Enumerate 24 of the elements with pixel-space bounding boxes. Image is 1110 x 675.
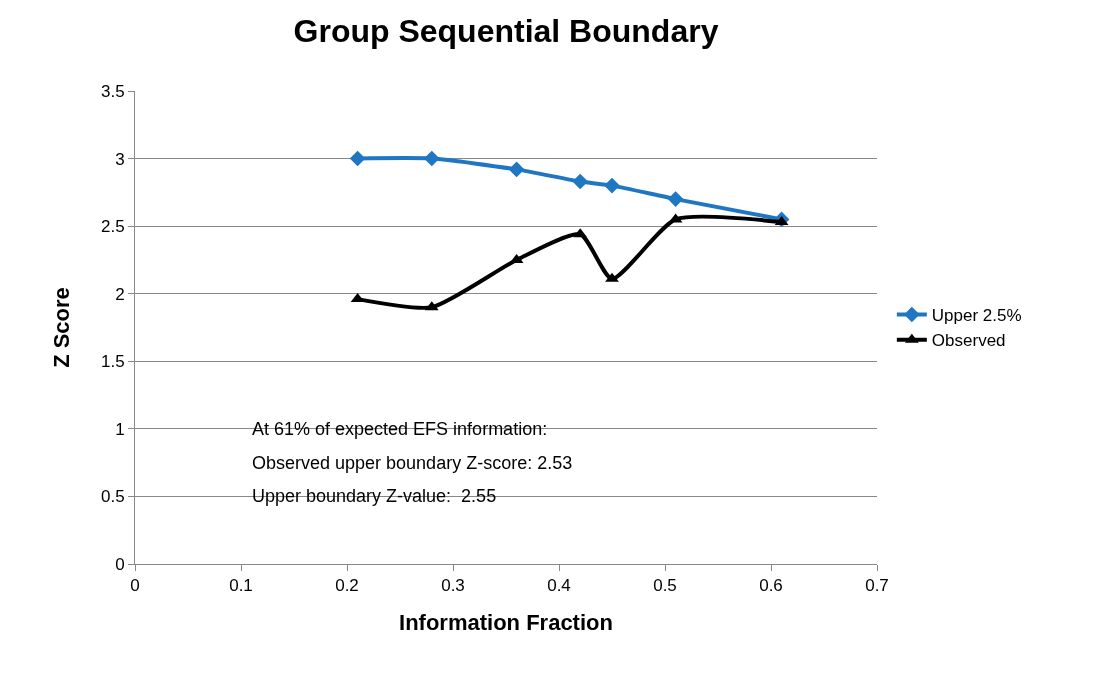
y-tick-label: 3.5 <box>100 81 125 101</box>
y-tick-label: 1 <box>115 419 125 439</box>
x-tick-label: 0.3 <box>441 576 465 596</box>
y-tick-label: 0.5 <box>100 487 125 507</box>
x-tick-label: 0 <box>130 576 140 596</box>
x-tick-label: 0.5 <box>653 576 677 596</box>
y-axis-title: Z Score <box>48 287 74 368</box>
x-tick-label: 0.7 <box>865 576 889 596</box>
chart-title: Group Sequential Boundary <box>293 12 719 49</box>
y-tick-label: 2.5 <box>100 217 125 237</box>
x-tick-label: 0.1 <box>229 576 253 596</box>
y-tick-label: 3 <box>115 149 125 169</box>
x-tick-label: 0.6 <box>759 576 783 596</box>
x-tick-label: 0.2 <box>335 576 359 596</box>
x-tick-label: 0.4 <box>547 576 571 596</box>
y-tick-label: 0 <box>115 554 125 574</box>
legend-label: Observed <box>931 331 1006 351</box>
legend-label: Upper 2.5% <box>931 306 1022 326</box>
y-tick-label: 2 <box>115 284 125 304</box>
annotation: Upper boundary Z-value: 2.55 <box>252 486 497 506</box>
y-tick-label: 1.5 <box>100 352 125 372</box>
x-axis-title: Information Fraction <box>399 610 613 636</box>
annotation: Observed upper boundary Z-score: 2.53 <box>252 453 573 473</box>
annotation: At 61% of expected EFS information: <box>252 419 548 439</box>
